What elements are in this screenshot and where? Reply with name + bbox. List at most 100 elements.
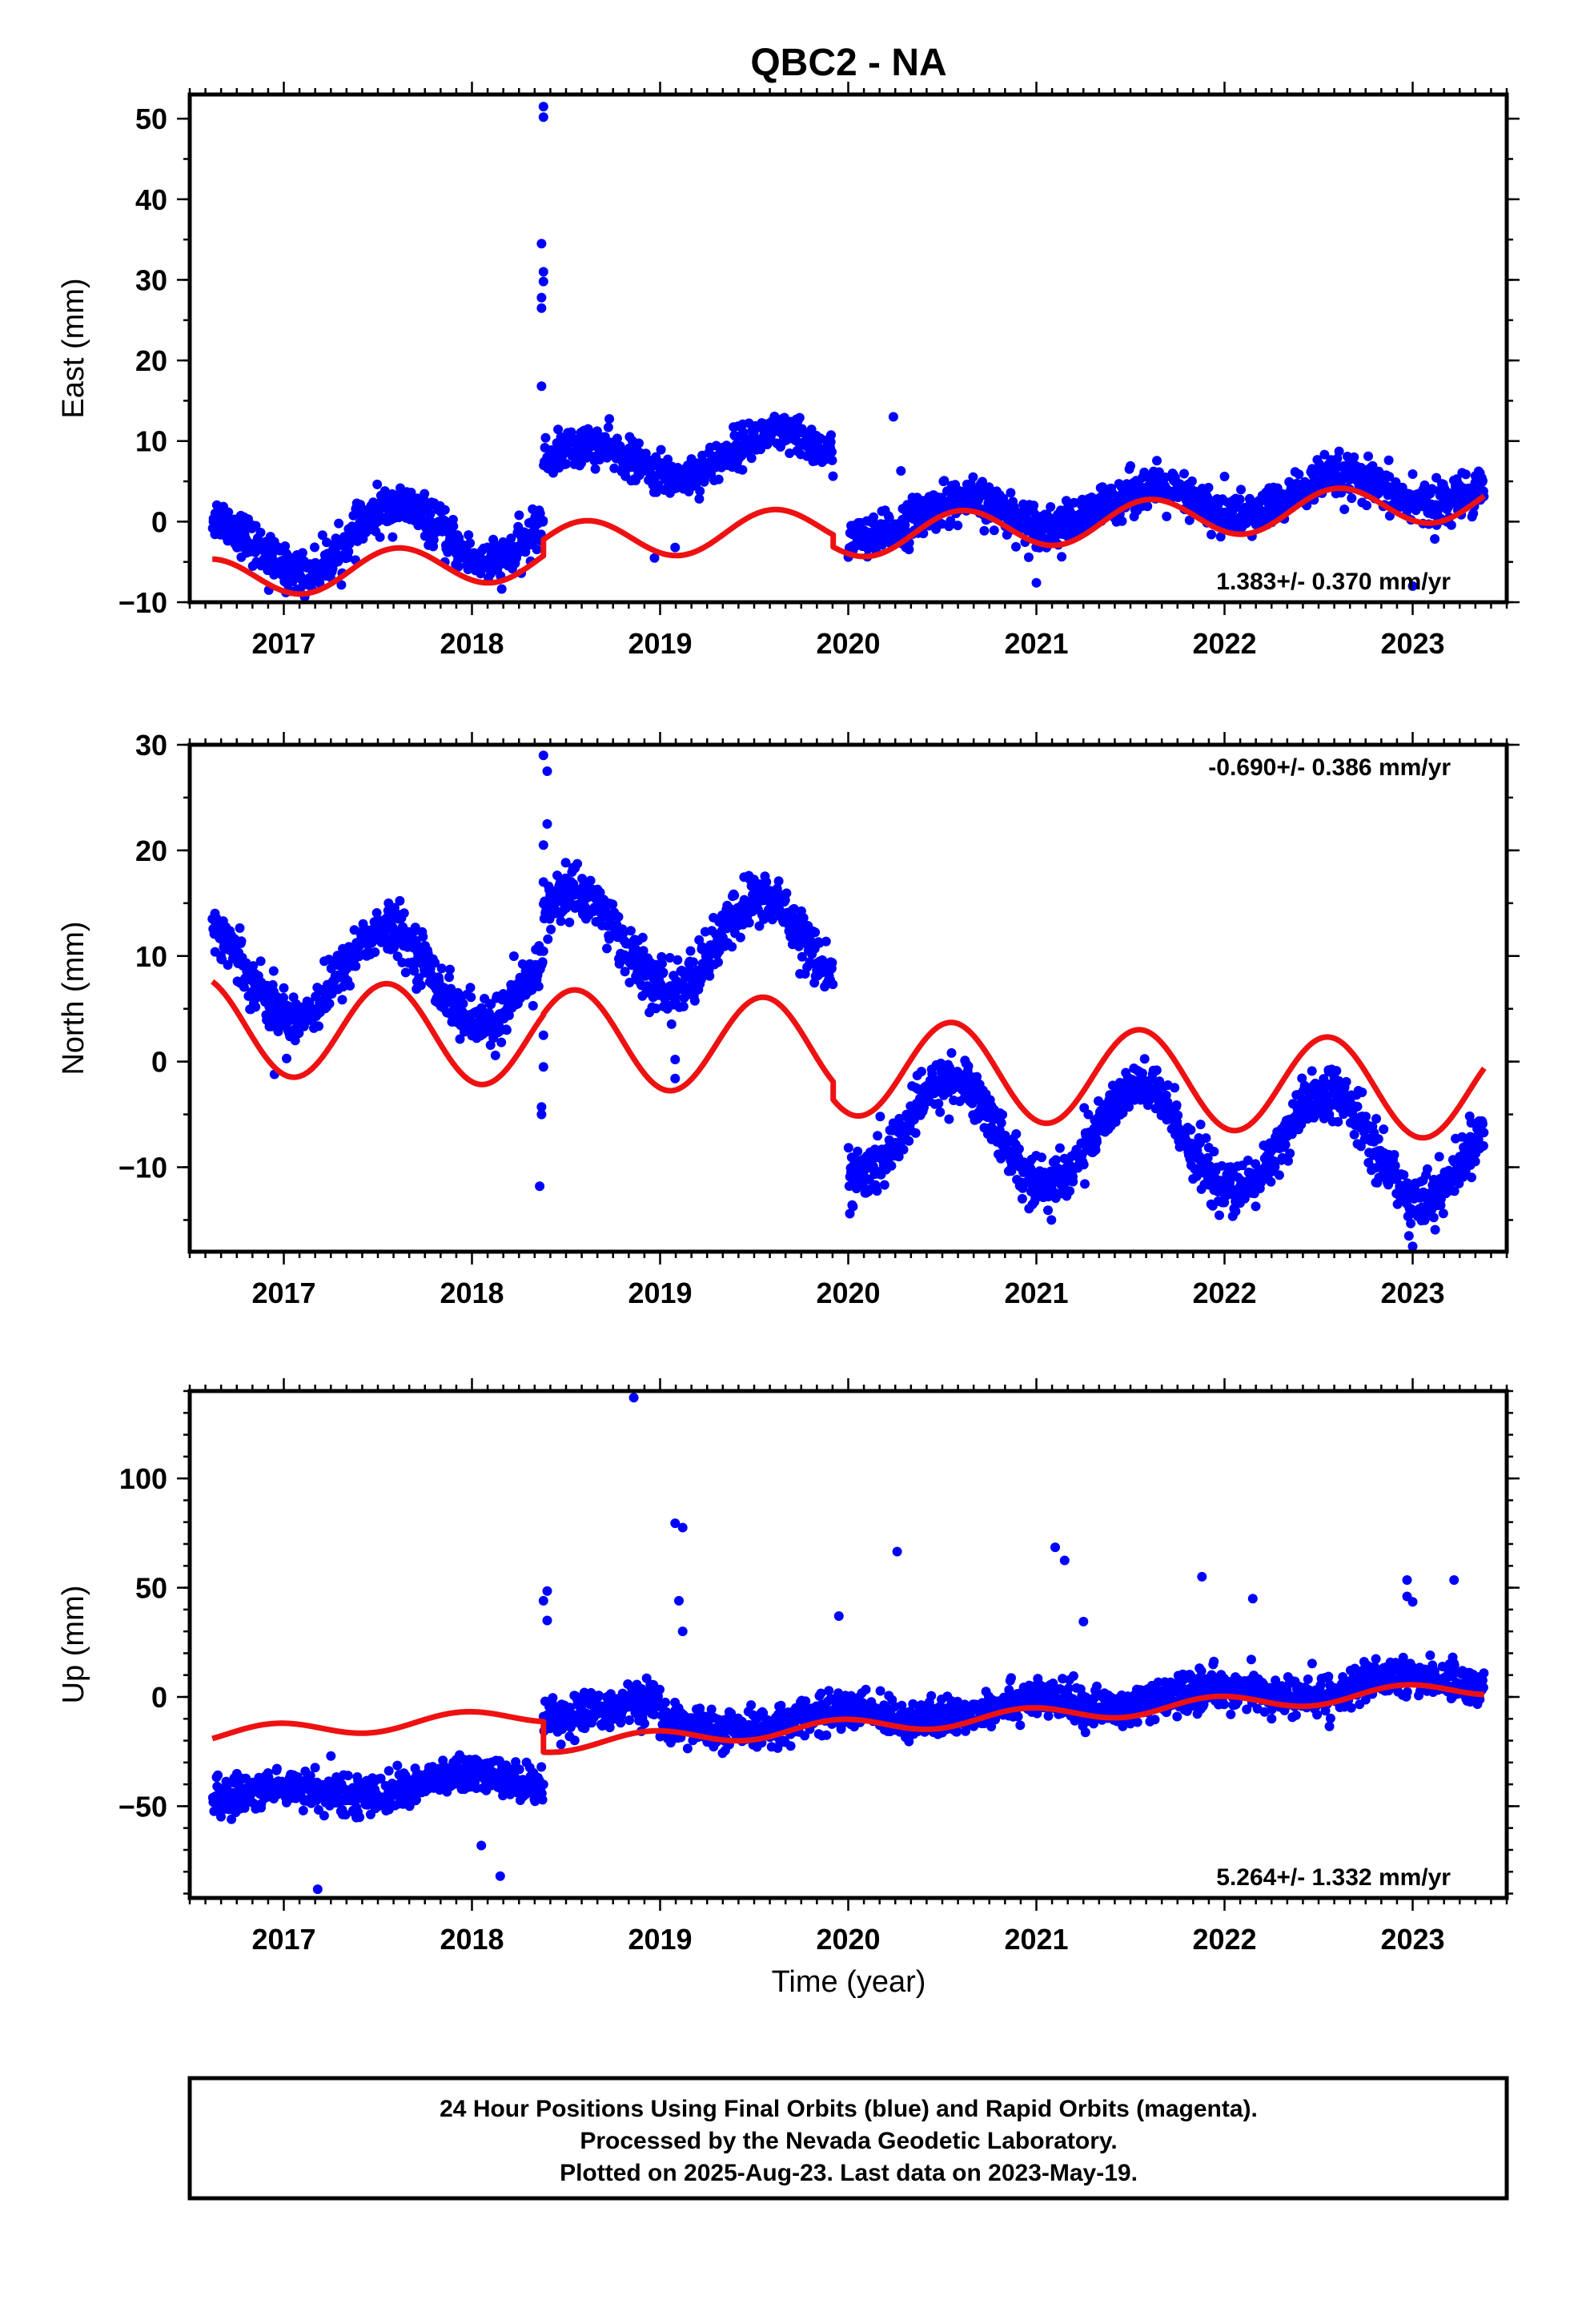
north-data-point — [781, 888, 792, 899]
north-data-point — [1331, 1066, 1342, 1076]
north-data-point — [1280, 1140, 1291, 1150]
east-data-point — [1315, 459, 1325, 469]
east-outlier-point — [538, 276, 548, 287]
north-data-point — [418, 931, 428, 942]
north-data-point — [1307, 1066, 1317, 1076]
north-data-point — [904, 1136, 914, 1146]
east-data-point — [283, 550, 293, 561]
north-data-point — [1274, 1170, 1284, 1180]
north-data-point — [273, 1027, 283, 1036]
north-data-point — [1478, 1140, 1488, 1151]
east-data-point — [609, 463, 620, 473]
north-data-point — [1139, 1054, 1150, 1064]
north-data-point — [1110, 1117, 1121, 1127]
east-data-point — [1029, 501, 1039, 511]
x-tick-label: 2021 — [1004, 627, 1068, 660]
east-data-point — [1430, 534, 1440, 544]
north-outlier-point — [542, 818, 552, 829]
north-data-point — [1037, 1152, 1046, 1163]
north-data-point — [1190, 1164, 1200, 1174]
east-data-point — [700, 474, 709, 485]
east-data-point — [978, 476, 987, 487]
north-data-point — [618, 927, 628, 938]
north-data-point — [496, 1037, 507, 1047]
north-data-point — [1007, 1159, 1018, 1169]
north-outlier-point — [538, 1030, 548, 1040]
north-data-point — [416, 980, 426, 991]
north-outlier-point — [535, 1181, 545, 1192]
north-data-point — [1389, 1150, 1399, 1160]
north-outlier-point — [538, 1062, 548, 1072]
east-data-point — [334, 518, 344, 529]
east-outlier-point — [538, 102, 548, 112]
east-data-point — [1446, 520, 1456, 530]
north-data-point — [998, 1110, 1008, 1120]
y-tick-label: 10 — [135, 425, 167, 458]
north-data-point — [349, 925, 359, 935]
east-data-point — [1478, 476, 1488, 486]
x-tick-label: 2018 — [440, 627, 504, 660]
north-data-point — [944, 1114, 954, 1124]
east-data-point — [1334, 446, 1344, 456]
east-data-point — [785, 448, 795, 458]
east-data-point — [979, 525, 990, 536]
north-data-point — [1243, 1156, 1253, 1165]
east-data-point — [1347, 493, 1357, 504]
east-data-point — [827, 447, 837, 457]
north-data-point — [337, 995, 347, 1005]
east-data-point — [884, 513, 894, 523]
east-data-point — [1384, 472, 1395, 482]
north-panel: 2017 2018 2019 2020 2021 2022 2023−100102030No… — [57, 729, 1520, 1309]
north-outlier-point — [1046, 1215, 1057, 1225]
north-data-point — [1270, 1162, 1280, 1172]
east-data-point — [1215, 532, 1226, 542]
east-data-point — [825, 436, 836, 447]
east-data-point — [869, 512, 879, 522]
north-data-point — [294, 1028, 304, 1039]
north-data-point — [821, 936, 831, 947]
north-data-point — [1209, 1147, 1219, 1156]
north-data-point — [543, 934, 553, 944]
north-data-point — [996, 1153, 1006, 1164]
x-tick-label: 2021 — [1004, 1277, 1068, 1309]
x-tick-label: 2019 — [628, 627, 692, 660]
east-data-point — [603, 422, 613, 432]
north-data-point — [651, 1003, 661, 1014]
north-data-point — [1171, 1100, 1182, 1110]
east-data-point — [453, 561, 464, 572]
north-data-point — [1361, 1112, 1371, 1122]
north-data-point — [898, 1144, 909, 1155]
north-data-point — [872, 1186, 882, 1196]
north-data-point — [445, 964, 455, 975]
east-data-point — [953, 521, 963, 531]
north-data-point — [314, 1021, 324, 1031]
east-data-point — [1184, 515, 1195, 525]
north-data-point — [1428, 1212, 1439, 1223]
north-data-point — [624, 977, 635, 987]
north-data-point — [1438, 1208, 1448, 1219]
east-data-point — [1117, 516, 1127, 526]
north-data-point — [538, 946, 548, 956]
north-data-point — [1297, 1073, 1307, 1084]
north-data-point — [935, 1107, 946, 1117]
north-data-point — [501, 1025, 512, 1035]
east-data-point — [566, 427, 576, 437]
east-y-axis-label: East (mm) — [57, 278, 90, 418]
east-data-point — [420, 489, 430, 499]
east-data-point — [939, 476, 950, 486]
east-model-line — [210, 485, 1487, 597]
north-data-point — [399, 908, 409, 919]
east-outlier-point — [1407, 581, 1418, 591]
east-data-point — [746, 453, 757, 464]
north-data-point — [1283, 1156, 1293, 1166]
north-data-point — [1080, 1179, 1090, 1189]
north-data-point — [1251, 1201, 1261, 1212]
east-data-point — [553, 424, 564, 435]
east-data-point — [1011, 541, 1021, 552]
north-data-point — [1352, 1101, 1363, 1112]
north-data-point — [582, 892, 592, 903]
chart-title: QBC2 - NA — [750, 42, 946, 84]
east-data-point — [514, 510, 524, 521]
north-data-point — [236, 936, 247, 947]
